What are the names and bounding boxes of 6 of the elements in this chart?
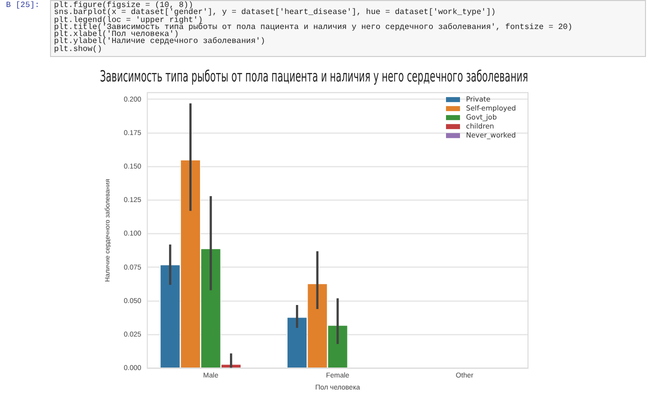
text: plt.ylabel('Наличие сердечного заболевания') <box>54 37 266 46</box>
text: sns.barplot(x = dataset['gender'], y = dataset['heart_disease'], hue = dataset['work_type']) <box>54 8 497 18</box>
text: В [25]: <box>6 1 40 10</box>
chart-title: Зависимость типа рыботы от пола пациента и наличия у него сердечного заболевания <box>100 68 528 86</box>
text: plt.show() <box>54 44 102 54</box>
text: plt.xlabel('Пол человека') <box>54 30 179 40</box>
